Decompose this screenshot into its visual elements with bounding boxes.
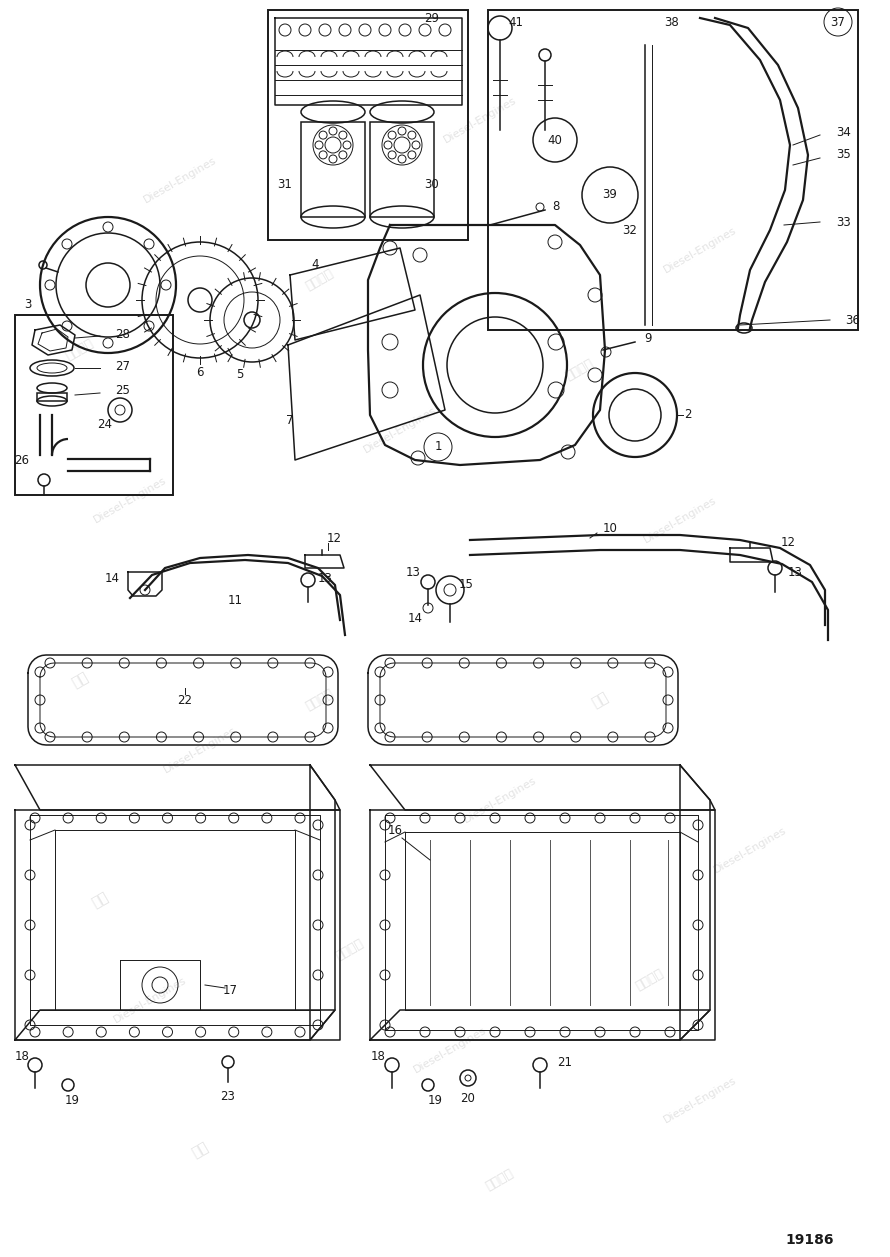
Text: 7: 7 — [287, 414, 294, 426]
Text: 13: 13 — [788, 566, 803, 578]
Text: 动力: 动力 — [589, 690, 611, 710]
Text: 20: 20 — [460, 1091, 475, 1105]
Bar — [37, 393, 67, 401]
Text: 19: 19 — [64, 1094, 79, 1106]
Text: 12: 12 — [781, 535, 796, 548]
Text: 39: 39 — [603, 189, 618, 201]
Text: Diesel-Engines: Diesel-Engines — [441, 96, 518, 145]
Text: 19: 19 — [427, 1094, 442, 1106]
Text: 动力: 动力 — [69, 670, 91, 690]
Text: 33: 33 — [836, 215, 851, 229]
Text: 29: 29 — [425, 11, 440, 24]
Text: 26: 26 — [14, 454, 29, 466]
Text: 14: 14 — [408, 611, 423, 625]
Text: 38: 38 — [665, 15, 679, 29]
Text: 5: 5 — [237, 368, 244, 382]
Bar — [488, 10, 858, 331]
Text: 8: 8 — [553, 201, 560, 214]
Text: 25: 25 — [115, 385, 130, 397]
Bar — [370, 122, 434, 217]
Text: 27: 27 — [115, 360, 130, 372]
Bar — [268, 10, 468, 240]
Text: 14: 14 — [104, 572, 119, 585]
Text: 4: 4 — [312, 259, 319, 272]
Bar — [301, 122, 365, 217]
Text: 2: 2 — [684, 409, 692, 421]
Text: 12: 12 — [327, 532, 342, 544]
Text: Diesel-Engines: Diesel-Engines — [462, 776, 538, 825]
Text: 3: 3 — [24, 298, 32, 312]
Text: Diesel-Engines: Diesel-Engines — [412, 1024, 489, 1075]
Text: 柴发动力: 柴发动力 — [634, 967, 667, 993]
Text: 18: 18 — [370, 1050, 385, 1062]
Bar — [15, 316, 173, 495]
Text: 19186: 19186 — [786, 1233, 834, 1247]
Text: Diesel-Engines: Diesel-Engines — [712, 825, 789, 875]
Text: 6: 6 — [197, 366, 204, 378]
Text: Diesel-Engines: Diesel-Engines — [362, 405, 438, 455]
Text: 35: 35 — [836, 148, 851, 161]
Text: 柴发动力: 柴发动力 — [563, 357, 596, 383]
Text: Diesel-Engines: Diesel-Engines — [662, 225, 738, 275]
Text: Diesel-Engines: Diesel-Engines — [162, 725, 239, 774]
Text: Diesel-Engines: Diesel-Engines — [142, 155, 218, 205]
Text: 柴发动力: 柴发动力 — [303, 686, 336, 713]
Text: 17: 17 — [222, 983, 238, 997]
Text: Diesel-Engines: Diesel-Engines — [92, 475, 168, 525]
Text: 13: 13 — [406, 567, 420, 579]
Text: 动力: 动力 — [190, 1140, 211, 1160]
Text: 柴发动力: 柴发动力 — [64, 337, 96, 363]
Text: 34: 34 — [836, 126, 851, 138]
Text: 柴发动力: 柴发动力 — [484, 1166, 516, 1193]
Text: 16: 16 — [387, 823, 402, 836]
Text: 柴发动力: 柴发动力 — [303, 266, 336, 293]
Text: 32: 32 — [623, 224, 637, 236]
Text: 15: 15 — [458, 578, 473, 592]
Text: 30: 30 — [425, 178, 440, 191]
Text: 动力: 动力 — [89, 890, 110, 910]
Text: Diesel-Engines: Diesel-Engines — [112, 975, 188, 1024]
Text: 36: 36 — [845, 313, 860, 327]
Text: 柴发动力: 柴发动力 — [334, 936, 367, 963]
Text: Diesel-Engines: Diesel-Engines — [642, 495, 718, 546]
Text: 9: 9 — [644, 332, 651, 344]
Text: 22: 22 — [177, 694, 192, 706]
Text: Diesel-Engines: Diesel-Engines — [662, 1075, 738, 1125]
Text: 41: 41 — [508, 15, 523, 29]
Text: 10: 10 — [603, 522, 618, 534]
Text: 23: 23 — [221, 1090, 236, 1102]
Text: 40: 40 — [547, 133, 562, 147]
Text: 28: 28 — [115, 328, 130, 341]
Text: 11: 11 — [228, 593, 242, 606]
Text: 13: 13 — [318, 572, 333, 585]
Text: 18: 18 — [14, 1050, 29, 1062]
Text: 37: 37 — [830, 15, 845, 29]
Text: 21: 21 — [557, 1056, 572, 1070]
Text: 1: 1 — [434, 440, 441, 454]
Text: 31: 31 — [278, 178, 293, 191]
Text: 24: 24 — [98, 419, 112, 431]
